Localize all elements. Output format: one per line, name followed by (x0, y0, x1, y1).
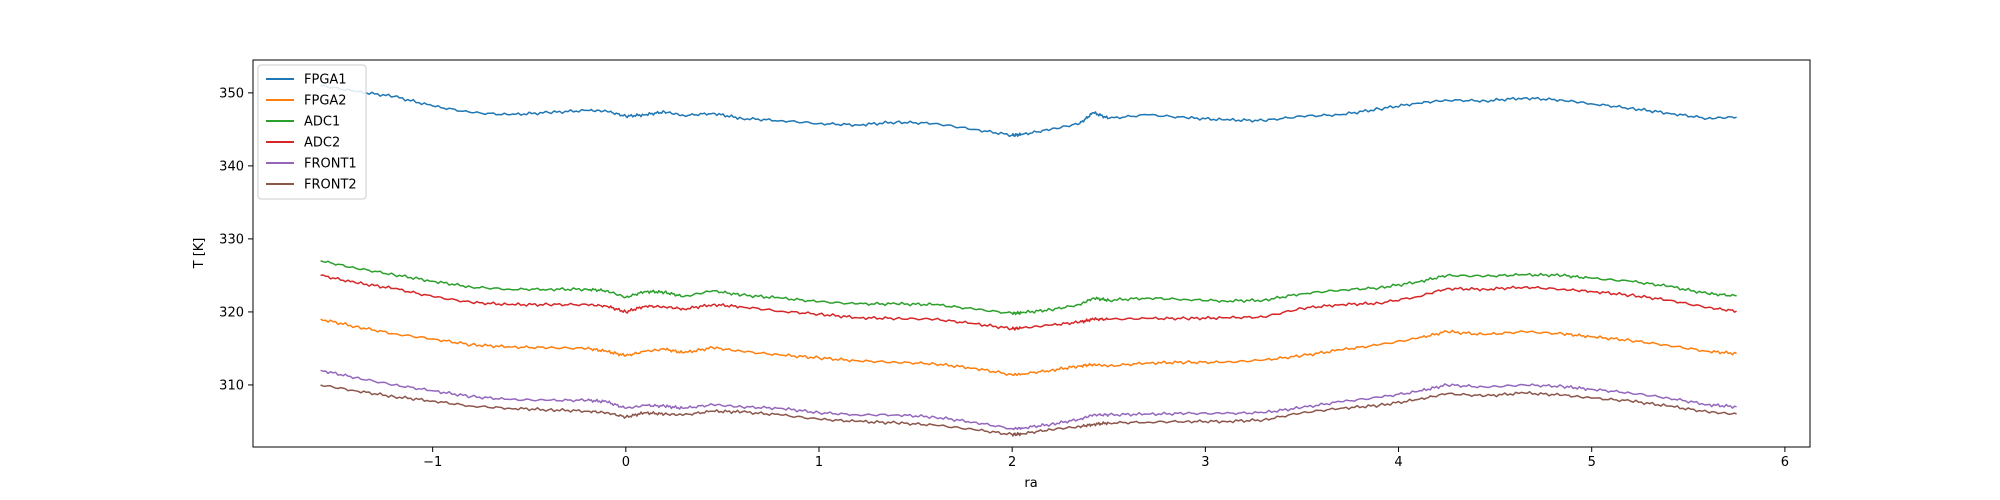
series-line-front1 (320, 369, 1737, 431)
legend-label-fpga2: FPGA2 (304, 94, 347, 109)
series-line-fpga1 (320, 84, 1737, 138)
x-tick-label: −1 (423, 455, 442, 470)
x-tick-label: 3 (1201, 455, 1209, 470)
x-tick-label: 0 (622, 455, 630, 470)
legend-label-front1: FRONT1 (304, 157, 357, 172)
legend-label-front2: FRONT2 (304, 178, 357, 193)
legend-box (257, 64, 367, 200)
y-tick-label: 330 (219, 232, 244, 247)
x-tick-label: 6 (1781, 455, 1789, 470)
plot-frame (252, 59, 1811, 448)
legend-label-adc2: ADC2 (304, 136, 340, 151)
x-tick-label: 2 (1008, 455, 1016, 470)
series-line-adc2 (320, 274, 1737, 331)
x-tick-label: 4 (1394, 455, 1402, 470)
series-line-fpga2 (320, 318, 1737, 377)
y-tick-label: 310 (219, 378, 244, 393)
y-tick-label: 350 (219, 86, 244, 101)
x-tick-label: 5 (1588, 455, 1596, 470)
x-axis: −1 0 1 2 3 4 5 6 (423, 447, 1789, 470)
y-tick-label: 340 (219, 159, 244, 174)
y-axis: 310 320 330 340 350 (219, 86, 253, 393)
series-layer (320, 84, 1737, 437)
x-axis-label: ra (1024, 476, 1037, 491)
y-axis-label: T [K] (192, 238, 207, 270)
legend-label-adc1: ADC1 (304, 115, 340, 130)
series-line-adc1 (320, 260, 1737, 316)
y-tick-label: 320 (219, 305, 244, 320)
legend: FPGA1 FPGA2 ADC1 ADC2 FRONT1 FRONT2 (257, 64, 367, 200)
series-line-front2 (320, 384, 1737, 437)
x-tick-label: 1 (815, 455, 823, 470)
legend-label-fpga1: FPGA1 (304, 73, 347, 88)
